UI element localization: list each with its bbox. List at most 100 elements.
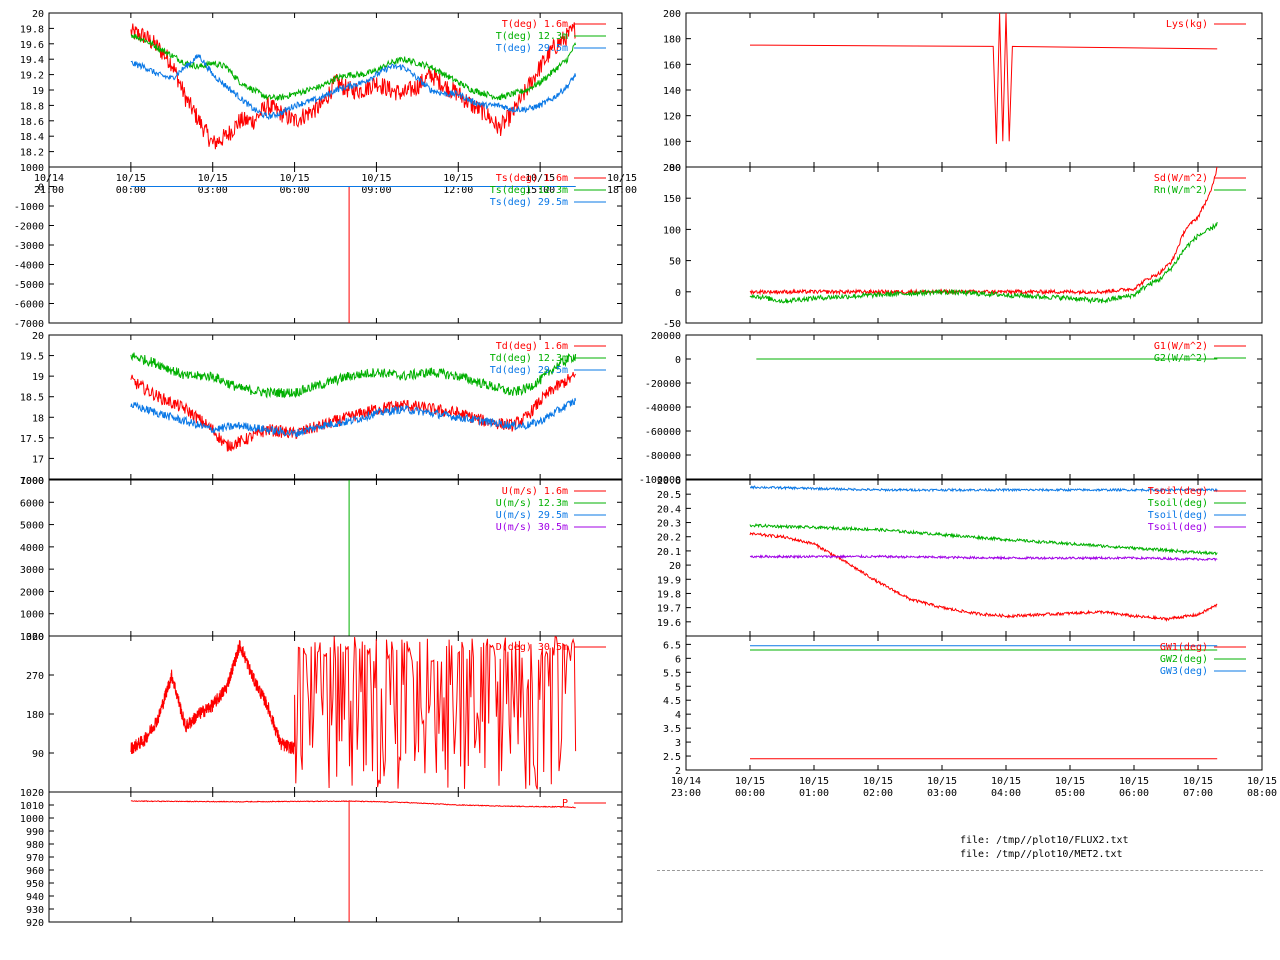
y-tick-label: 1010 — [20, 801, 44, 812]
legend-label: Sd(W/m^2) — [1154, 173, 1208, 184]
y-tick-label: 90 — [32, 749, 44, 760]
y-tick-label: -1000 — [14, 202, 44, 213]
series-line — [130, 54, 577, 120]
x-tick-label: 10/15 — [799, 776, 829, 787]
y-tick-label: 200 — [663, 163, 681, 174]
legend-label: Tsoil(deg) — [1148, 522, 1208, 533]
y-tick-label: 1000 — [20, 476, 44, 487]
plot-area — [749, 13, 1218, 144]
x-tick-label: 10/15 — [735, 776, 765, 787]
x-tick-label: 23:00 — [671, 788, 701, 799]
x-tick-label: 00:00 — [116, 185, 146, 196]
y-tick-label: 18.6 — [20, 117, 44, 128]
source-file-labels: file: /tmp//plot10/FLUX2.txt file: /tmp/… — [960, 834, 1129, 862]
y-tick-label: -2000 — [14, 222, 44, 233]
legend-label: GW1(deg) — [1160, 642, 1208, 653]
y-tick-label: -4000 — [14, 261, 44, 272]
panel-frame — [685, 635, 1263, 771]
legend-label: P — [562, 798, 568, 809]
y-tick-label: 150 — [663, 194, 681, 205]
y-tick-label: 6000 — [20, 498, 44, 509]
y-tick-label: 20.2 — [657, 533, 681, 544]
panel-10: 22.533.544.555.566.510/1423:0010/1500:00… — [663, 635, 1277, 799]
series-line — [130, 800, 576, 809]
y-tick-label: 7000 — [20, 476, 44, 487]
y-tick-label: 19.6 — [20, 40, 44, 51]
y-tick-label: 6 — [675, 654, 681, 665]
x-tick-label: 02:00 — [863, 788, 893, 799]
y-tick-label: -5000 — [14, 280, 44, 291]
x-tick-label: 10/15 — [525, 173, 555, 184]
y-tick-label: 4.5 — [663, 696, 681, 707]
plot-area — [130, 800, 576, 922]
y-tick-label: 19.9 — [657, 575, 681, 586]
y-tick-label: 20.6 — [657, 476, 681, 487]
y-tick-label: 18.8 — [20, 101, 44, 112]
series-line — [130, 636, 577, 790]
x-tick-label: 09:00 — [361, 185, 391, 196]
y-tick-label: 20.4 — [657, 504, 681, 515]
y-tick-label: -40000 — [645, 403, 681, 414]
y-tick-label: 19 — [32, 86, 44, 97]
y-tick-label: 100 — [663, 225, 681, 236]
legend-label: T(deg) 29.5m — [496, 43, 568, 54]
x-tick-label: 10/15 — [1119, 776, 1149, 787]
x-tick-label: 12:00 — [443, 185, 473, 196]
legend-label: Td(deg) 12.3m — [490, 353, 568, 364]
y-tick-label: 1000 — [20, 814, 44, 825]
y-tick-label: 940 — [26, 892, 44, 903]
legend-label: Tsoil(deg) — [1148, 486, 1208, 497]
y-tick-label: 2.5 — [663, 752, 681, 763]
y-tick-label: 18.2 — [20, 148, 44, 159]
y-tick-label: 20 — [32, 9, 44, 20]
y-tick-label: 920 — [26, 918, 44, 929]
x-tick-label: 01:00 — [799, 788, 829, 799]
panel-7: -50 0 50 100 150 200 Sd(W/m^2)Rn(W/m^2) — [663, 163, 1263, 330]
legend-label: GW2(deg) — [1160, 654, 1208, 665]
divider-line — [657, 870, 1263, 871]
y-tick-label: 1020 — [20, 788, 44, 799]
y-tick-label: 930 — [26, 905, 44, 916]
y-tick-label: 970 — [26, 853, 44, 864]
y-tick-label: 19.6 — [657, 618, 681, 629]
y-tick-label: 3.5 — [663, 724, 681, 735]
x-tick-label: 07:00 — [1183, 788, 1213, 799]
plot-area — [130, 352, 577, 452]
panel-9: 19.6 19.7 19.8 19.9 20 20.1 20.2 20.3 20.4 20.5 20… — [657, 476, 1263, 637]
y-tick-label: 4000 — [20, 543, 44, 554]
legend-label: GW3(deg) — [1160, 666, 1208, 677]
y-tick-label: 18 — [32, 413, 44, 424]
y-tick-label: 950 — [26, 879, 44, 890]
y-tick-label: -80000 — [645, 451, 681, 462]
y-tick-label: 0 — [675, 355, 681, 366]
x-tick-label: 00:00 — [735, 788, 765, 799]
plot-area — [130, 22, 577, 150]
panel-8: -80000 -60000 -40000 -20000 0 20000 -100000 G1(… — [639, 331, 1263, 486]
y-tick-label: 1000 — [20, 610, 44, 621]
x-tick-label: 10/15 — [198, 173, 228, 184]
legend-label: G2(W/m^2) — [1154, 353, 1208, 364]
panel-frame — [685, 12, 1263, 168]
series-line — [749, 167, 1218, 296]
y-tick-label: 1000 — [20, 163, 44, 174]
legend-label: U(m/s) 1.6m — [502, 486, 568, 497]
y-tick-label: 18.5 — [20, 393, 44, 404]
y-tick-label: 3000 — [20, 565, 44, 576]
y-tick-label: 19 — [32, 372, 44, 383]
x-tick-label: 10/15 — [927, 776, 957, 787]
y-tick-label: 20.5 — [657, 490, 681, 501]
panel-5: 920 930 940 950 960 970 980 990 1000 1010 1020 P — [20, 788, 623, 929]
y-tick-label: 160 — [663, 60, 681, 71]
y-tick-label: 140 — [663, 86, 681, 97]
legend-label: U(m/s) 29.5m — [496, 510, 568, 521]
x-tick-label: 10/15 — [991, 776, 1021, 787]
x-tick-label: 10/15 — [116, 173, 146, 184]
y-tick-label: 2 — [675, 766, 681, 777]
panel-1: -7000 -6000 -5000 -4000 -3000 -2000 -1000 0 1000… — [14, 163, 623, 330]
y-tick-label: -3000 — [14, 241, 44, 252]
y-tick-label: -50 — [663, 319, 681, 330]
legend-label: U(m/s) 30.5m — [496, 522, 568, 533]
legend-label: Ts(deg) 12.3m — [490, 185, 568, 196]
